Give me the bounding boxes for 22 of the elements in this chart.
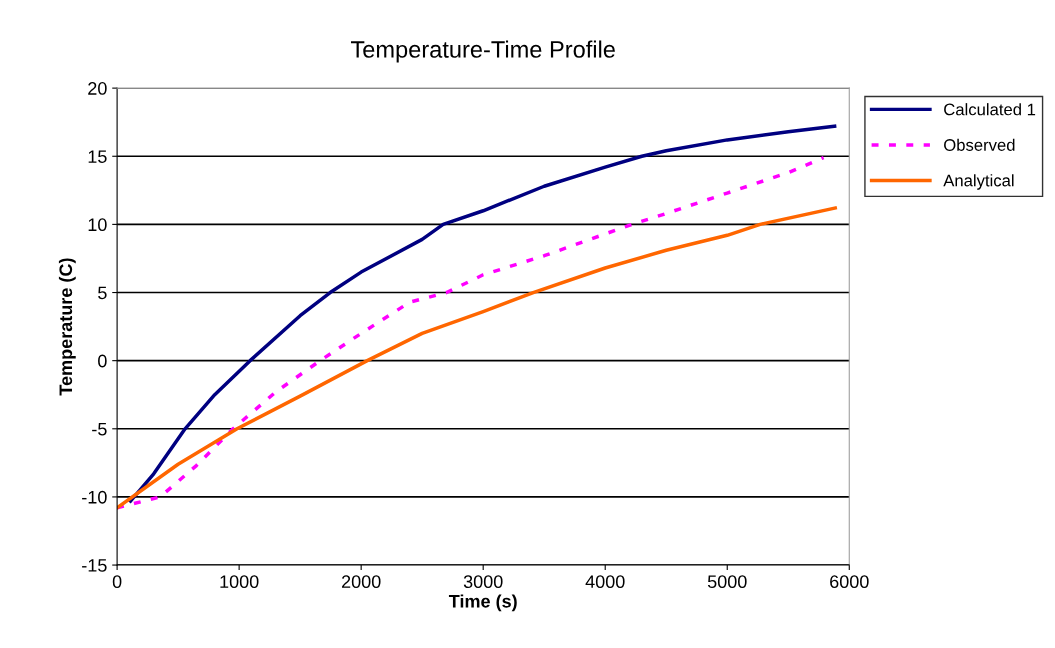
y-tick-label: 5 <box>98 286 107 300</box>
chart-title: Temperature-Time Profile <box>351 40 615 63</box>
x-tick-label: 6000 <box>830 575 869 589</box>
line-series <box>117 206 837 510</box>
y-tick-label: -10 <box>82 490 107 504</box>
y-tick-label: 15 <box>88 150 107 163</box>
legend-label: Analytical <box>943 174 1014 190</box>
y-tick-label: 20 <box>88 82 107 95</box>
x-tick-label: 4000 <box>585 575 625 589</box>
x-axis-title: Time (s) <box>448 594 517 612</box>
legend-label: Observed <box>944 138 1015 151</box>
x-tick-label: 1000 <box>220 575 259 589</box>
x-tick-label: 3000 <box>463 575 503 589</box>
y-tick-label: -5 <box>92 422 107 436</box>
y-tick-label: -15 <box>82 559 107 572</box>
x-tick-label: 5000 <box>707 575 747 589</box>
y-tick-label: 10 <box>88 218 107 232</box>
y-axis-title: Temperature (C) <box>58 258 76 396</box>
legend-label: Calculated 1 <box>944 103 1036 116</box>
y-tick-label: 0 <box>98 354 107 368</box>
x-tick-label: 2000 <box>341 575 381 589</box>
x-tick-label: 0 <box>112 575 122 589</box>
